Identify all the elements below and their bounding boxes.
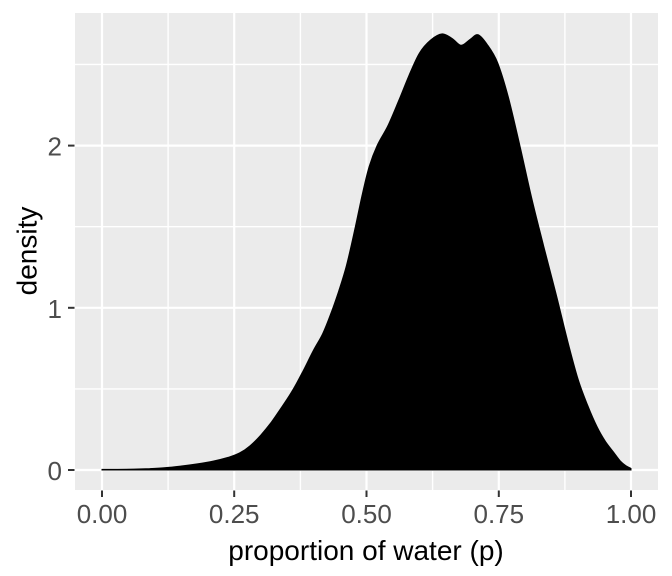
x-tick-label: 0.00 bbox=[77, 499, 128, 529]
x-tick-label: 1.00 bbox=[606, 499, 657, 529]
density-area-group bbox=[101, 33, 632, 471]
y-tick-label: 0 bbox=[48, 456, 62, 486]
y-tick-label: 1 bbox=[48, 294, 62, 324]
y-tick-labels: 0 1 2 bbox=[48, 132, 62, 486]
x-tick-labels: 0.00 0.25 0.50 0.75 1.00 bbox=[77, 499, 657, 529]
x-tick-label: 0.25 bbox=[209, 499, 260, 529]
y-tick-label: 2 bbox=[48, 132, 62, 162]
x-tick-label: 0.75 bbox=[473, 499, 524, 529]
density-curve bbox=[101, 33, 632, 471]
x-tick-label: 0.50 bbox=[341, 499, 392, 529]
y-axis-title: density bbox=[12, 207, 43, 296]
x-axis-title: proportion of water (p) bbox=[228, 535, 503, 566]
x-tick-marks bbox=[101, 490, 632, 497]
y-tick-marks bbox=[68, 144, 75, 471]
